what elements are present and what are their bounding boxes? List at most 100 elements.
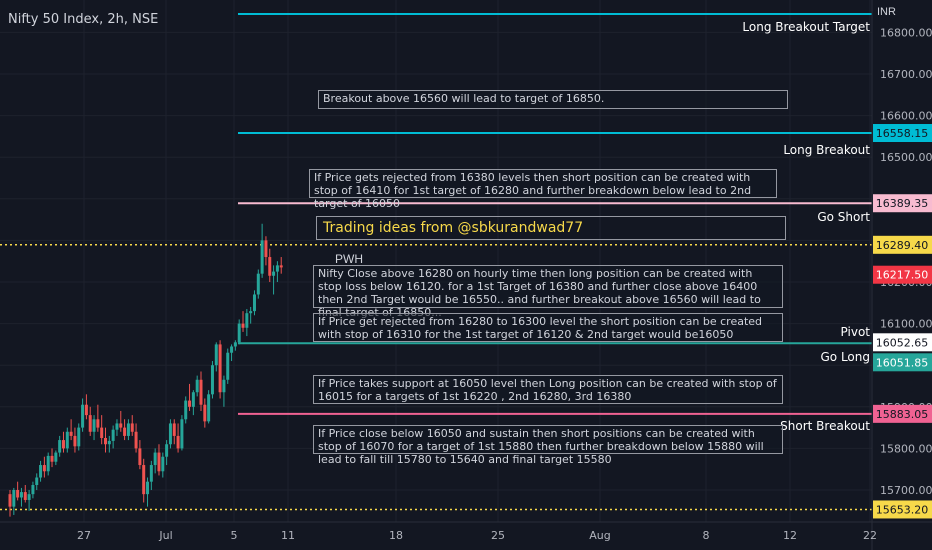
y-tick-label: 16500.00: [880, 151, 932, 164]
price-badge: [873, 265, 932, 284]
candle-body[interactable]: [81, 404, 85, 428]
candle-body[interactable]: [12, 490, 16, 507]
candle-body[interactable]: [142, 465, 146, 495]
candle-body[interactable]: [146, 481, 150, 495]
candle-body[interactable]: [138, 448, 142, 466]
candle-body[interactable]: [275, 265, 279, 272]
short-16380-note[interactable]: If Price gets rejected from 16380 levels…: [309, 169, 777, 210]
candle-body[interactable]: [264, 240, 268, 258]
candle-body[interactable]: [35, 477, 39, 486]
candle-body[interactable]: [256, 273, 260, 295]
candle-body[interactable]: [233, 342, 237, 347]
candle-body[interactable]: [268, 257, 272, 276]
candle-body[interactable]: [199, 379, 203, 405]
candle-body[interactable]: [31, 485, 35, 495]
candle-body[interactable]: [92, 419, 96, 432]
price-badge-label: 16389.35: [876, 197, 929, 210]
go-short-label: Go Short: [817, 210, 870, 224]
candle-body[interactable]: [42, 465, 46, 472]
price-badge-label: 16051.85: [876, 356, 929, 369]
candle-body[interactable]: [176, 435, 180, 449]
candle-body[interactable]: [279, 265, 283, 268]
y-tick-label: 15700.00: [880, 484, 932, 497]
candle-body[interactable]: [161, 456, 165, 472]
pivot-label: Pivot: [840, 325, 870, 339]
candle-body[interactable]: [222, 379, 226, 393]
price-badge: [873, 194, 932, 213]
go-long-label: Go Long: [820, 350, 871, 364]
breakout-note[interactable]: Breakout above 16560 will lead to target…: [318, 90, 788, 109]
candle-body[interactable]: [149, 465, 153, 482]
candle-body[interactable]: [50, 455, 54, 462]
candle-body[interactable]: [172, 423, 176, 436]
candle-body[interactable]: [8, 494, 12, 507]
candle-body[interactable]: [16, 490, 20, 498]
candle-body[interactable]: [260, 240, 264, 274]
candle-body[interactable]: [165, 444, 169, 457]
candle-body[interactable]: [241, 323, 245, 328]
candle-body[interactable]: [245, 313, 249, 328]
candle-body[interactable]: [207, 394, 211, 422]
candle-body[interactable]: [73, 435, 77, 447]
price-badge: [873, 235, 932, 254]
candle-body[interactable]: [65, 431, 69, 449]
candle-body[interactable]: [249, 311, 253, 314]
time-axis[interactable]: 27 Jul 5 11 18 25 Aug 8 12 22: [77, 529, 877, 542]
candle-body[interactable]: [88, 415, 92, 432]
candle-body[interactable]: [69, 431, 73, 436]
candle-body[interactable]: [27, 494, 31, 500]
candles[interactable]: [8, 223, 283, 517]
price-badge-label: 16289.40: [876, 239, 929, 252]
candle-body[interactable]: [58, 440, 62, 453]
candle-body[interactable]: [104, 438, 107, 445]
candle-body[interactable]: [191, 392, 195, 407]
candle-body[interactable]: [54, 452, 58, 462]
candle-body[interactable]: [19, 492, 23, 498]
price-badge: [873, 353, 932, 372]
candle-body[interactable]: [123, 427, 127, 436]
price-badge-label: 15883.05: [876, 408, 929, 421]
x-tick-label: Aug: [589, 529, 610, 542]
x-tick-label: 11: [281, 529, 295, 542]
candle-body[interactable]: [226, 352, 230, 380]
candle-body[interactable]: [96, 419, 100, 428]
candle-body[interactable]: [237, 323, 241, 343]
candle-body[interactable]: [214, 344, 218, 366]
candle-body[interactable]: [77, 427, 81, 447]
candle-body[interactable]: [184, 400, 188, 420]
candle-body[interactable]: [134, 431, 138, 449]
price-badges: 16558.15 16389.35 16289.40 16217.50 16052.65…: [873, 124, 932, 519]
candle-body[interactable]: [39, 465, 43, 478]
candle-body[interactable]: [218, 344, 222, 393]
candle-body[interactable]: [119, 423, 123, 428]
candle-body[interactable]: [203, 404, 207, 422]
candle-body[interactable]: [84, 404, 88, 416]
candle-body[interactable]: [252, 294, 256, 312]
candle-body[interactable]: [153, 452, 157, 466]
candle-body[interactable]: [23, 492, 27, 500]
candle-body[interactable]: [61, 440, 65, 449]
candle-body[interactable]: [157, 452, 161, 472]
candle-body[interactable]: [188, 400, 192, 407]
candle-body[interactable]: [46, 455, 50, 472]
candle-body[interactable]: [130, 423, 134, 432]
candle-body[interactable]: [107, 440, 111, 445]
currency-label[interactable]: INR: [877, 6, 896, 18]
candle-body[interactable]: [195, 379, 199, 393]
short-16300-note[interactable]: If Price get rejected from 16280 to 1630…: [313, 313, 783, 342]
trading-ideas-banner[interactable]: Trading ideas from @sbkurandwad77: [316, 216, 786, 240]
candle-body[interactable]: [115, 423, 119, 430]
candle-body[interactable]: [100, 427, 104, 438]
y-tick-label: 16100.00: [880, 318, 932, 331]
long-16280-note[interactable]: Nifty Close above 16280 on hourly time t…: [313, 265, 783, 319]
long-16050-note[interactable]: If Price takes support at 16050 level th…: [313, 375, 783, 404]
candle-body[interactable]: [111, 429, 115, 441]
candle-body[interactable]: [272, 271, 276, 276]
candle-body[interactable]: [230, 346, 234, 353]
candle-body[interactable]: [210, 365, 214, 395]
y-tick-label: 15800.00: [880, 442, 932, 455]
short-15880-note[interactable]: If Price close below 16050 and sustain t…: [313, 425, 783, 466]
candle-body[interactable]: [126, 423, 130, 436]
candle-body[interactable]: [168, 423, 172, 445]
candle-body[interactable]: [180, 419, 184, 449]
